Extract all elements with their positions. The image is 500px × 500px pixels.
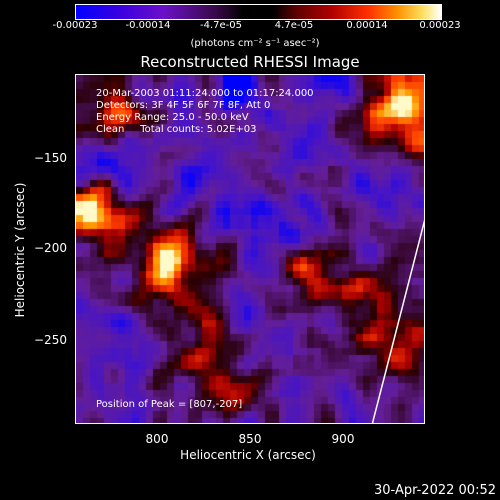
image-title: Reconstructed RHESSI Image bbox=[140, 53, 360, 71]
rhessi-image-map bbox=[76, 75, 424, 423]
x-tick-label: 900 bbox=[331, 432, 355, 446]
colorbar bbox=[75, 4, 442, 20]
colorbar-tick-label: -0.00014 bbox=[125, 20, 171, 31]
info-time-range: 20-Mar-2003 01:11:24.000 to 01:17:24.000 bbox=[96, 88, 314, 99]
x-tick-label: 800 bbox=[145, 432, 169, 446]
colorbar-tick-label: -4.7e-05 bbox=[200, 20, 242, 31]
info-detectors: Detectors: 3F 4F 5F 6F 7F 8F, Att 0 bbox=[96, 100, 271, 111]
y-axis-label: Heliocentric Y (arcsec) bbox=[13, 182, 27, 318]
y-tick-label: −200 bbox=[34, 241, 67, 255]
plot-area: 20-Mar-2003 01:11:24.000 to 01:17:24.000… bbox=[75, 74, 425, 424]
plot-timestamp: 30-Apr-2022 00:52 bbox=[374, 483, 496, 498]
info-clean-counts: Clean Total counts: 5.02E+03 bbox=[96, 124, 257, 135]
limb-line bbox=[371, 219, 424, 423]
colorbar-units: (photons cm⁻² s⁻¹ asec⁻²) bbox=[190, 38, 320, 49]
x-tick-label: 850 bbox=[238, 432, 262, 446]
y-tick-label: −250 bbox=[34, 333, 67, 347]
info-peak-position: Position of Peak = [807,-207] bbox=[96, 399, 243, 410]
colorbar-tick-label: -0.00023 bbox=[52, 20, 98, 31]
info-energy-range: Energy Range: 25.0 - 50.0 keV bbox=[96, 112, 249, 123]
colorbar-tick-label: 0.00014 bbox=[346, 20, 388, 31]
colorbar-tick-label: 0.00023 bbox=[419, 20, 461, 31]
x-axis-label: Heliocentric X (arcsec) bbox=[180, 448, 316, 462]
colorbar-tick-label: 4.7e-05 bbox=[274, 20, 314, 31]
y-tick-label: −150 bbox=[34, 151, 67, 165]
